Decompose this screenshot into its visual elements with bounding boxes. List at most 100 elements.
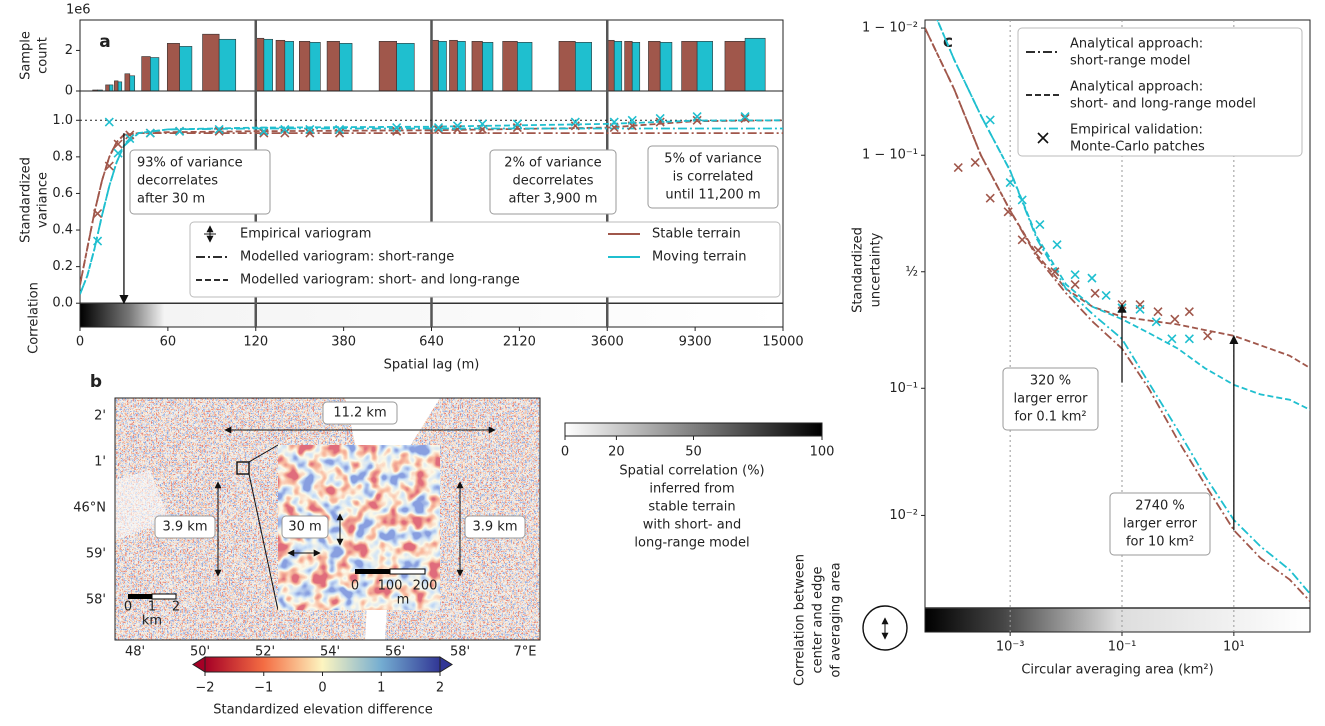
zoom-line	[248, 473, 279, 611]
bar	[179, 46, 193, 92]
colorbar-tick-label: 0	[318, 681, 326, 696]
bar	[124, 73, 131, 92]
y-tick-label: 2	[65, 43, 73, 58]
annotation-text: decorrelates	[513, 174, 594, 189]
y-axis-label: Standardized	[851, 227, 866, 313]
annotation-box	[281, 515, 329, 539]
x-tick-label: 3600	[591, 335, 624, 350]
legend-sample	[1037, 132, 1049, 144]
annotation-text: 93% of variance	[137, 156, 243, 171]
x-axis-label: Circular averaging area (km²)	[1021, 663, 1213, 678]
bar	[299, 40, 311, 92]
empirical-point	[627, 115, 637, 125]
map-frame	[114, 397, 541, 641]
zoom-line	[248, 444, 279, 463]
scale-label: 100	[378, 579, 403, 594]
y-tick-label: 0.8	[52, 149, 73, 164]
colorbar-label: stable terrain	[648, 500, 735, 515]
empirical-point	[259, 128, 269, 138]
empirical-point	[1167, 334, 1177, 344]
bar	[631, 42, 641, 92]
empirical-point	[280, 124, 290, 134]
bar	[457, 40, 466, 92]
bar	[141, 56, 151, 92]
legend-label: Analytical approach:	[1070, 80, 1203, 95]
legend-label: short-range model	[1070, 54, 1191, 69]
correlation-strip	[925, 608, 1310, 632]
legend-label: Empirical variogram	[240, 227, 371, 242]
empirical-point	[1087, 273, 1097, 283]
distance-label: 30 m	[288, 520, 321, 535]
bar	[166, 43, 180, 92]
empirical-point	[93, 209, 103, 219]
empirical-point	[692, 115, 702, 125]
colorbar-tick-label: 50	[685, 445, 702, 460]
x-tick-label: 120	[243, 335, 268, 350]
empirical-point	[512, 123, 522, 133]
empirical-point	[512, 119, 522, 129]
empirical-point	[1003, 207, 1013, 217]
empirical-point	[740, 113, 750, 124]
lon-label: 52'	[255, 645, 275, 660]
bar	[471, 40, 483, 92]
bar	[396, 43, 415, 92]
colorbar-tick-label: 100	[810, 445, 835, 460]
empirical-point	[1170, 314, 1180, 324]
annotation-box	[129, 149, 271, 215]
colorbar	[564, 422, 823, 437]
empirical-point	[175, 126, 185, 136]
annotation-text: after 30 m	[137, 192, 205, 207]
colorbar-tick-label: −1	[254, 681, 273, 696]
annotation-text: 5% of variance	[664, 152, 761, 167]
colorbar-tick-label: 1	[377, 681, 385, 696]
empirical-point	[93, 236, 103, 246]
empirical-point	[1070, 279, 1080, 290]
annotation-text: is correlated	[673, 170, 754, 185]
empirical-point	[1005, 178, 1015, 188]
bar	[613, 40, 623, 92]
bar	[378, 40, 397, 92]
annotation-text: 320 %	[1030, 374, 1071, 389]
lon-label: 58'	[450, 645, 470, 660]
plot-frame	[924, 19, 1311, 633]
legend-label: Empirical validation:	[1070, 123, 1203, 138]
panel-letter: c	[943, 32, 953, 52]
bar	[202, 33, 220, 92]
lat-label: 1'	[94, 455, 106, 470]
y-axis-label: uncertainty	[869, 232, 884, 307]
legend-label: Modelled variogram: short-range	[240, 250, 454, 265]
empirical-point	[1070, 270, 1080, 280]
colorbar-label: Standardized elevation difference	[213, 703, 433, 718]
y-tick-label: 1 − 10⁻²	[862, 21, 918, 36]
annotation-text: after 3,900 m	[509, 192, 598, 207]
empirical-point	[655, 113, 665, 124]
scale-label: 1	[148, 600, 156, 615]
x-tick-label: 0	[76, 335, 84, 350]
bar	[326, 40, 340, 92]
bar	[108, 84, 114, 92]
lon-label: 50'	[190, 645, 210, 660]
annotation-text: decorrelates	[137, 174, 218, 189]
empirical-point	[1153, 307, 1163, 317]
empirical-point	[1151, 317, 1161, 327]
annotation-text: for 0.1 km²	[1014, 410, 1086, 425]
legend-label: Modelled variogram: short- and long-rang…	[240, 273, 520, 288]
x-tick-label: 60	[160, 335, 177, 350]
lat-label: 2'	[94, 409, 106, 424]
scale-unit: km	[142, 614, 162, 629]
annotation-text: 2% of variance	[504, 156, 601, 171]
bar	[117, 81, 123, 92]
empirical-point	[214, 124, 224, 134]
scale-label: 200	[413, 579, 438, 594]
annotation-box	[322, 401, 398, 425]
bar	[724, 40, 746, 92]
empirical-point	[214, 126, 224, 136]
bar	[482, 42, 494, 92]
empirical-point	[104, 117, 114, 127]
scale-unit: m	[397, 593, 410, 608]
empirical-point	[125, 134, 135, 144]
legend-box	[189, 221, 781, 298]
annotation-box	[1109, 492, 1211, 556]
x-tick-label: 10⁻¹	[1108, 640, 1137, 655]
colorbar-tick-label: 0	[561, 445, 569, 460]
